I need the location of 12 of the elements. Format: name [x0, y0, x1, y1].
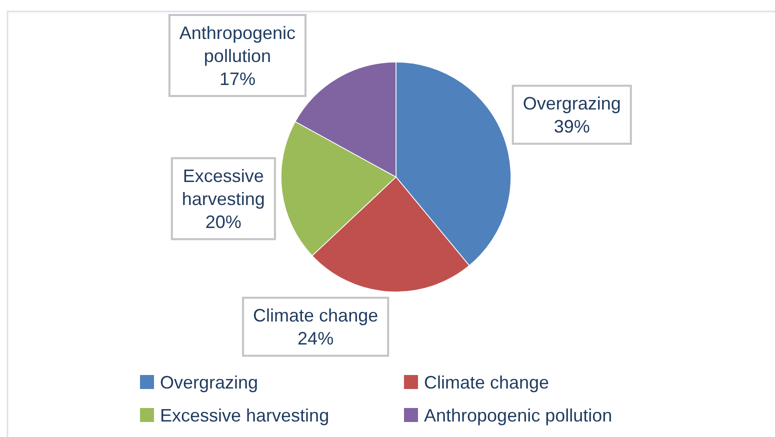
data-label: 39% [554, 116, 590, 137]
slice-label: Excessive harvesting [182, 166, 265, 209]
slice-label: Overgrazing [522, 94, 621, 114]
legend-label: Excessive harvesting [160, 405, 330, 426]
legend-label: Climate change [424, 372, 550, 392]
legend-label: Anthropogenic pollution [424, 405, 612, 426]
data-label: 24% [298, 328, 334, 349]
data-label: 20% [205, 212, 242, 232]
slice-label: Climate change [253, 306, 378, 326]
slice-label: Anthropogenic pollution [179, 22, 296, 66]
data-label: 17% [219, 68, 256, 89]
legend-label: Overgrazing [160, 372, 258, 392]
